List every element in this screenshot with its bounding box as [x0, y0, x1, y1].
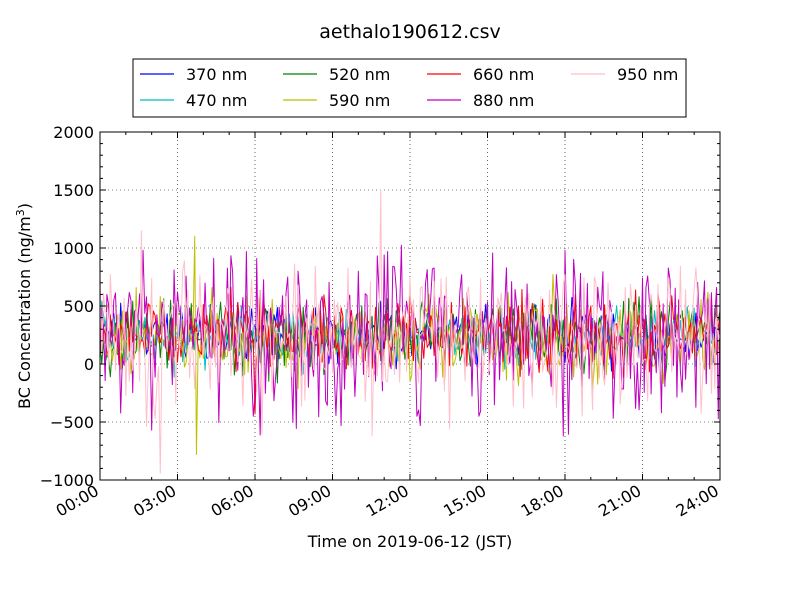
legend-label: 660 nm [473, 65, 534, 84]
y-tick-label: −500 [50, 413, 94, 432]
legend-label: 470 nm [186, 91, 247, 110]
y-tick-label: 500 [63, 297, 94, 316]
x-axis-label: Time on 2019-06-12 (JST) [307, 532, 512, 551]
y-axis-label-sup: 3 [14, 209, 27, 216]
series-line-880-nm [99, 244, 721, 437]
legend-label: 370 nm [186, 65, 247, 84]
y-tick-label: 1500 [53, 181, 94, 200]
series-line-660-nm [99, 286, 721, 415]
series-lines [99, 189, 721, 474]
y-tick-label: 2000 [53, 123, 94, 142]
legend-label: 950 nm [617, 65, 678, 84]
y-axis-label-main: BC Concentration (ng/m [15, 216, 34, 409]
legend: 370 nm 470 nm 520 nm 590 nm 660 nm 880 nm 950 … [132, 58, 687, 118]
legend-label: 880 nm [473, 91, 534, 110]
chart-title: aethalo190612.csv [319, 21, 501, 43]
legend-box [132, 58, 687, 118]
legend-label: 590 nm [329, 91, 390, 110]
legend-label: 520 nm [329, 65, 390, 84]
y-axis-label: BC Concentration (ng/m3) [14, 203, 34, 409]
series-line-950-nm [99, 189, 721, 474]
y-tick-label: 1000 [53, 239, 94, 258]
y-tick-label: −1000 [40, 471, 94, 490]
y-tick-label: 0 [84, 355, 94, 374]
y-axis-label-tail: ) [15, 203, 34, 209]
